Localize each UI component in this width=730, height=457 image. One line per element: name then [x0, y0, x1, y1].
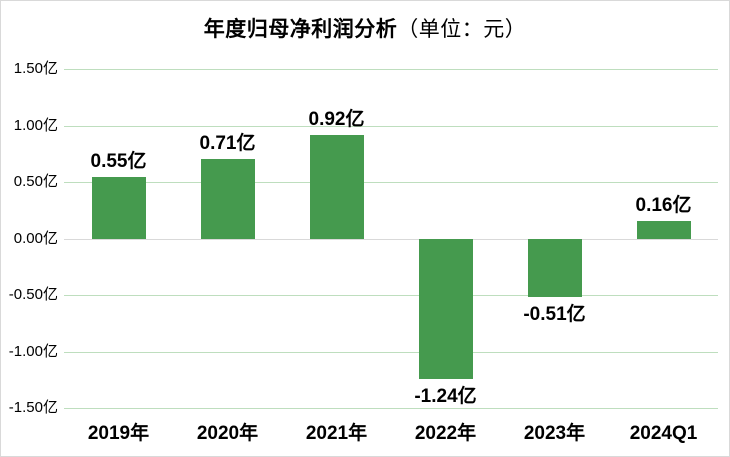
y-axis-tick-label: 1.00亿: [13, 117, 58, 134]
chart-title-main: 年度归母净利润分析: [203, 18, 398, 41]
value-label: -0.51亿: [523, 304, 586, 325]
value-label: 0.55亿: [90, 151, 147, 172]
chart-title: 年度归母净利润分析（单位：元）: [1, 13, 729, 43]
bar-2019年: [92, 177, 146, 239]
bar-2024Q1: [637, 221, 691, 239]
y-axis-tick-label: -1.50亿: [8, 399, 58, 416]
y-axis-tick-label: 0.00亿: [13, 230, 58, 247]
bar-2022年: [419, 239, 473, 379]
bar-2023年: [528, 239, 582, 297]
value-label: 0.92亿: [308, 109, 365, 130]
gridline: [64, 408, 718, 409]
x-axis-label: 2024Q1: [629, 423, 698, 444]
bar-2020年: [201, 159, 255, 239]
value-label: 0.71亿: [199, 133, 256, 154]
gridline: [64, 182, 718, 183]
y-axis-tick-label: -1.00亿: [8, 343, 58, 360]
x-axis-label: 2021年: [305, 423, 368, 444]
gridline: [64, 126, 718, 127]
value-label: -1.24亿: [414, 386, 477, 407]
gridline: [64, 352, 718, 353]
y-axis-tick-label: 0.50亿: [13, 173, 58, 190]
gridline: [64, 69, 718, 70]
chart-title-unit: （单位：元）: [397, 18, 527, 41]
bar-2021年: [310, 135, 364, 239]
x-axis-label: 2023年: [523, 423, 586, 444]
x-axis-label: 2022年: [414, 423, 477, 444]
gridline: [64, 295, 718, 296]
x-axis-label: 2019年: [87, 423, 150, 444]
x-axis-label: 2020年: [196, 423, 259, 444]
y-axis-tick-label: -0.50亿: [8, 286, 58, 303]
value-label: 0.16亿: [635, 195, 692, 216]
zero-gridline: [64, 239, 718, 240]
y-axis-tick-label: 1.50亿: [13, 60, 58, 77]
